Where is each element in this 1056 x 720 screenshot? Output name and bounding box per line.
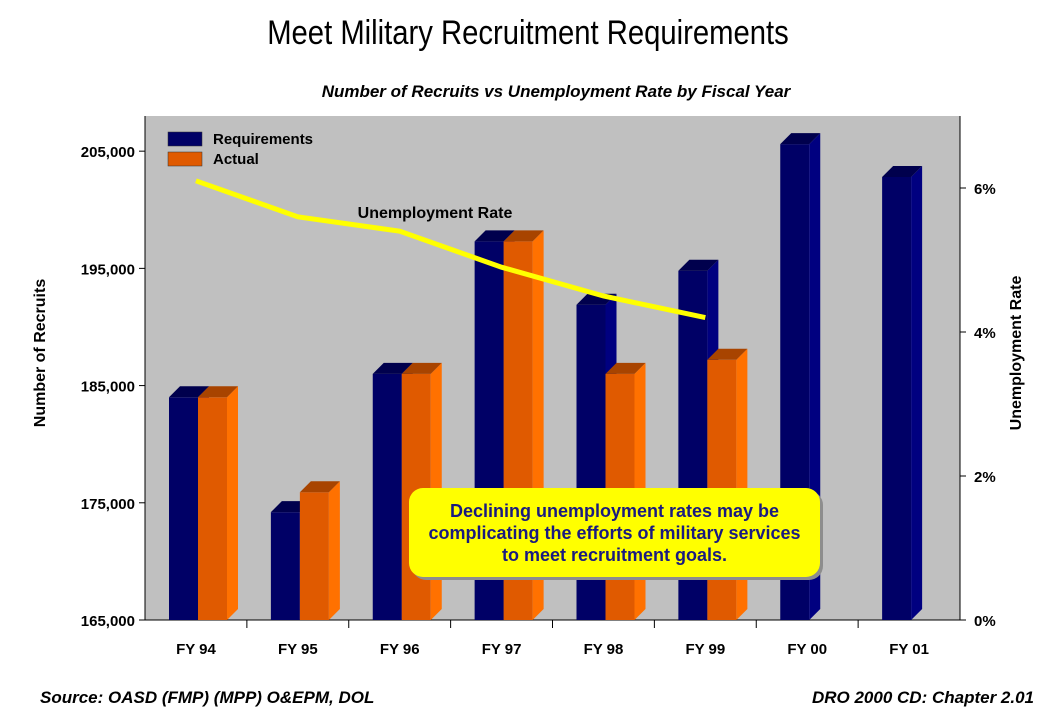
- y2-tick-label: 4%: [974, 325, 996, 342]
- x-tick-label: FY 01: [889, 641, 929, 658]
- y2-tick-label: 6%: [974, 181, 996, 198]
- x-tick-label: FY 00: [787, 641, 827, 658]
- source-note: Source: OASD (FMP) (MPP) O&EPM, DOL: [40, 688, 375, 707]
- legend-swatch: [167, 151, 203, 167]
- bar-actual: [198, 386, 238, 620]
- y2-tick-label: 2%: [974, 469, 996, 486]
- x-tick-label: FY 95: [278, 641, 318, 658]
- y-tick-label: 175,000: [81, 496, 135, 513]
- line-label: Unemployment Rate: [358, 205, 513, 222]
- annotation-callout: Declining unemployment rates may be comp…: [409, 488, 820, 577]
- y2-axis-label: Unemployment Rate: [1008, 276, 1025, 431]
- legend-label: Actual: [213, 151, 259, 168]
- y-tick-label: 205,000: [81, 144, 135, 161]
- bar-actual: [299, 481, 340, 620]
- legend-label: Requirements: [213, 131, 313, 148]
- bar-requirements: [882, 165, 923, 620]
- y-tick-label: 165,000: [81, 613, 135, 630]
- x-tick-label: FY 99: [685, 641, 725, 658]
- legend-swatch: [167, 131, 203, 147]
- reference-note: DRO 2000 CD: Chapter 2.01: [811, 688, 1034, 707]
- y-tick-label: 195,000: [81, 261, 135, 278]
- y2-tick-label: 0%: [974, 613, 996, 630]
- y-tick-label: 185,000: [81, 379, 135, 396]
- chart-subtitle: Number of Recruits vs Unemployment Rate …: [321, 82, 791, 101]
- page-title: Meet Military Recruitment Requirements: [267, 14, 789, 52]
- x-tick-label: FY 96: [380, 641, 420, 658]
- x-tick-label: FY 97: [482, 641, 522, 658]
- unemployment-rate-line: [195, 178, 706, 321]
- bar-actual: [707, 348, 748, 620]
- x-tick-label: FY 94: [176, 641, 216, 658]
- y-axis-label: Number of Recruits: [32, 279, 49, 428]
- x-tick-label: FY 98: [584, 641, 624, 658]
